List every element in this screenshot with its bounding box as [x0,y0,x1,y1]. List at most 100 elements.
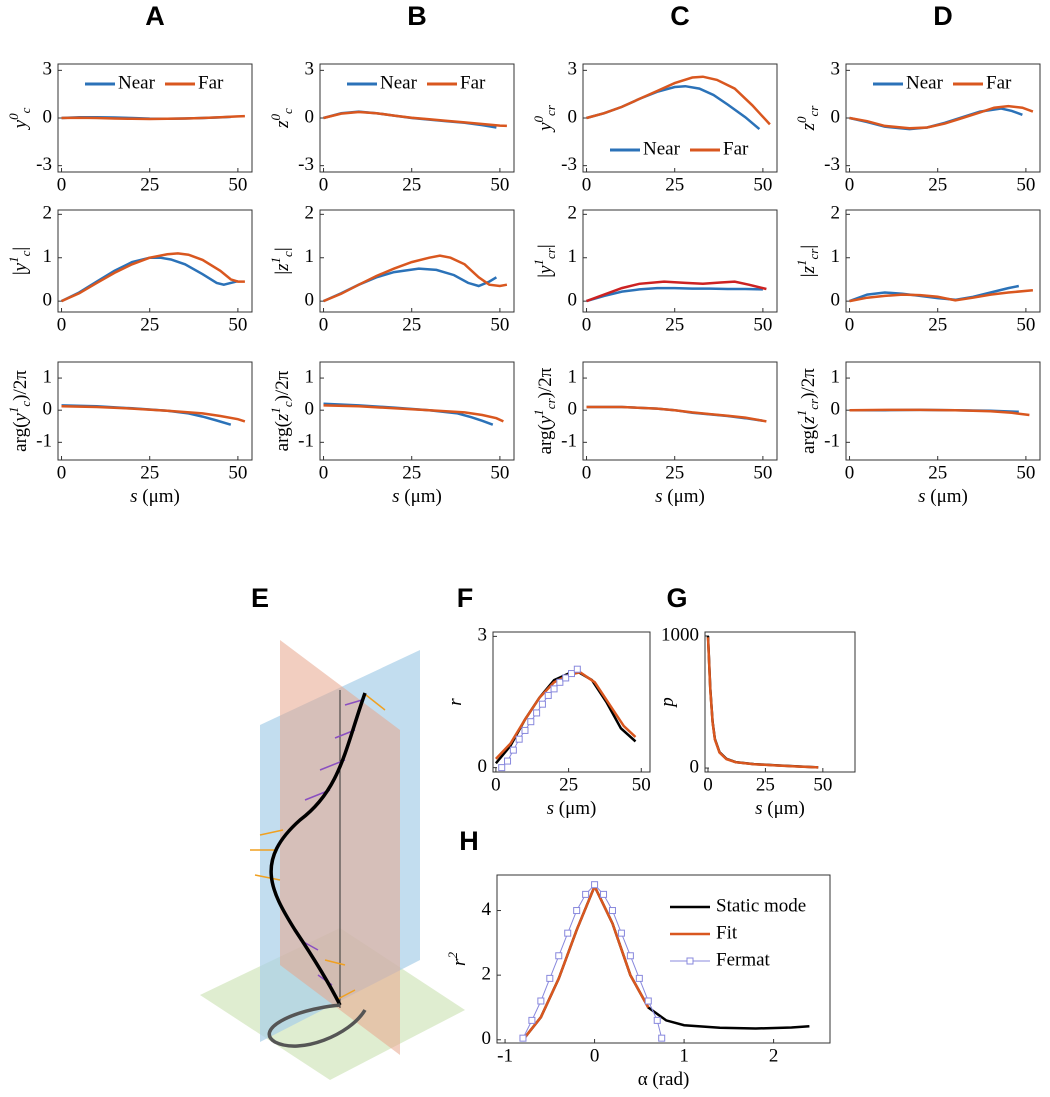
y-axis-label-part: y [535,122,556,133]
x-tick-label: 1 [679,1045,689,1066]
x-tick-label: 25 [559,774,578,795]
y-tick-label: 3 [568,59,578,80]
data-marker [519,1034,527,1042]
y-axis-label-part: z [272,120,293,129]
y-tick-label: 2 [568,203,578,224]
y-axis-label: z0c [268,108,295,129]
y-tick-label: 0 [568,106,578,127]
y-axis-label-part: r [445,698,466,706]
x-axis-label-part: (μm) [663,486,705,507]
data-marker [528,1016,536,1024]
y-axis-label-part: z [798,265,819,274]
plot-frame [845,209,1041,313]
x-tick-label: 25 [665,462,684,483]
y-axis-label-part: arg( [10,422,31,452]
arrows-orange [250,694,386,1001]
y-axis-label-part: | [535,274,556,278]
data-marker [653,1016,661,1024]
y-axis-label: |z1c| [268,247,295,274]
data-line [323,110,507,128]
y-tick-label: 2 [305,203,315,224]
data-marker [527,718,535,726]
x-tick-label: -1 [497,1045,513,1066]
data-marker [591,881,599,889]
data-marker [600,890,608,898]
filament-base [267,1003,367,1048]
y-axis-label: r [445,698,466,706]
data-line [322,267,498,303]
y-axis-label-part: c [280,401,295,407]
panel-label: F [457,583,474,613]
legend-label: Fit [716,922,738,943]
y-tick-label: 0 [478,756,488,777]
data-line [323,404,504,423]
x-axis-label-part: s [547,798,554,819]
y-tick-label: 3 [831,59,841,80]
y-axis-label-part: 1 [794,410,809,417]
y-tick-label: 1 [43,246,53,267]
data-marker [537,997,545,1005]
y-axis-label: y0cr [531,104,558,133]
y-axis-label-part: c [18,107,33,113]
y-axis-label-part: c [18,401,33,407]
x-tick-label: 0 [582,462,592,483]
x-axis-label: s (μm) [755,798,805,819]
data-marker [644,997,652,1005]
y-axis-label-part: c [280,108,295,114]
y-tick-label: 0 [43,290,53,311]
x-tick-label: 0 [845,462,855,483]
y-tick-label: 0 [568,399,578,420]
y-tick-label: 3 [43,59,53,80]
y-axis-label: |y1c| [6,247,33,275]
data-marker [582,890,590,898]
x-tick-label: 50 [753,314,772,335]
y-tick-label: -3 [36,154,52,175]
data-marker [573,907,581,915]
y-tick-label: 1 [831,246,841,267]
y-tick-label: -1 [298,431,314,452]
data-line [323,254,508,303]
y-axis-label: arg(y1c)/2π [6,370,33,452]
y-tick-label: 3 [305,59,315,80]
y-axis-label-part: 0 [268,113,283,120]
y-tick-label: 0 [43,399,53,420]
y-axis-label-part: p [657,697,678,709]
y-axis-label-part: arg( [535,424,556,454]
panel-label: H [459,826,479,856]
data-line [61,405,246,423]
data-marker [626,952,634,960]
y-axis-label: arg(z1cr)/2π [794,368,821,454]
y-axis-label-part: cr [543,397,558,409]
y-axis-label-part: c [280,251,295,257]
y-tick-label: 0 [305,106,315,127]
y-tick-label: 0 [690,756,700,777]
y-axis-label-part: | [798,273,819,277]
legend-label: Near [643,138,681,159]
y-axis-label-part: arg( [272,421,293,451]
x-axis-label-part: s [918,486,925,507]
y-axis-label-part: )/2π [535,367,556,398]
y-axis-label-part: 0 [6,113,21,120]
plot-frame [319,361,515,461]
plot-frame [582,209,778,313]
x-tick-label: 50 [1016,174,1035,195]
y-tick-label: 1 [568,366,578,387]
y-axis-label-part: y [10,119,31,130]
legend-label: Far [723,138,749,159]
plot-frame [57,361,253,461]
y-axis-label-part: cr [543,247,558,259]
data-marker [533,709,541,717]
y-tick-label: 2 [831,203,841,224]
y-tick-label: 2 [43,203,53,224]
x-tick-label: 50 [490,314,509,335]
data-marker [608,907,616,915]
x-axis-label-part: (μm) [763,798,805,819]
data-line [60,252,245,303]
